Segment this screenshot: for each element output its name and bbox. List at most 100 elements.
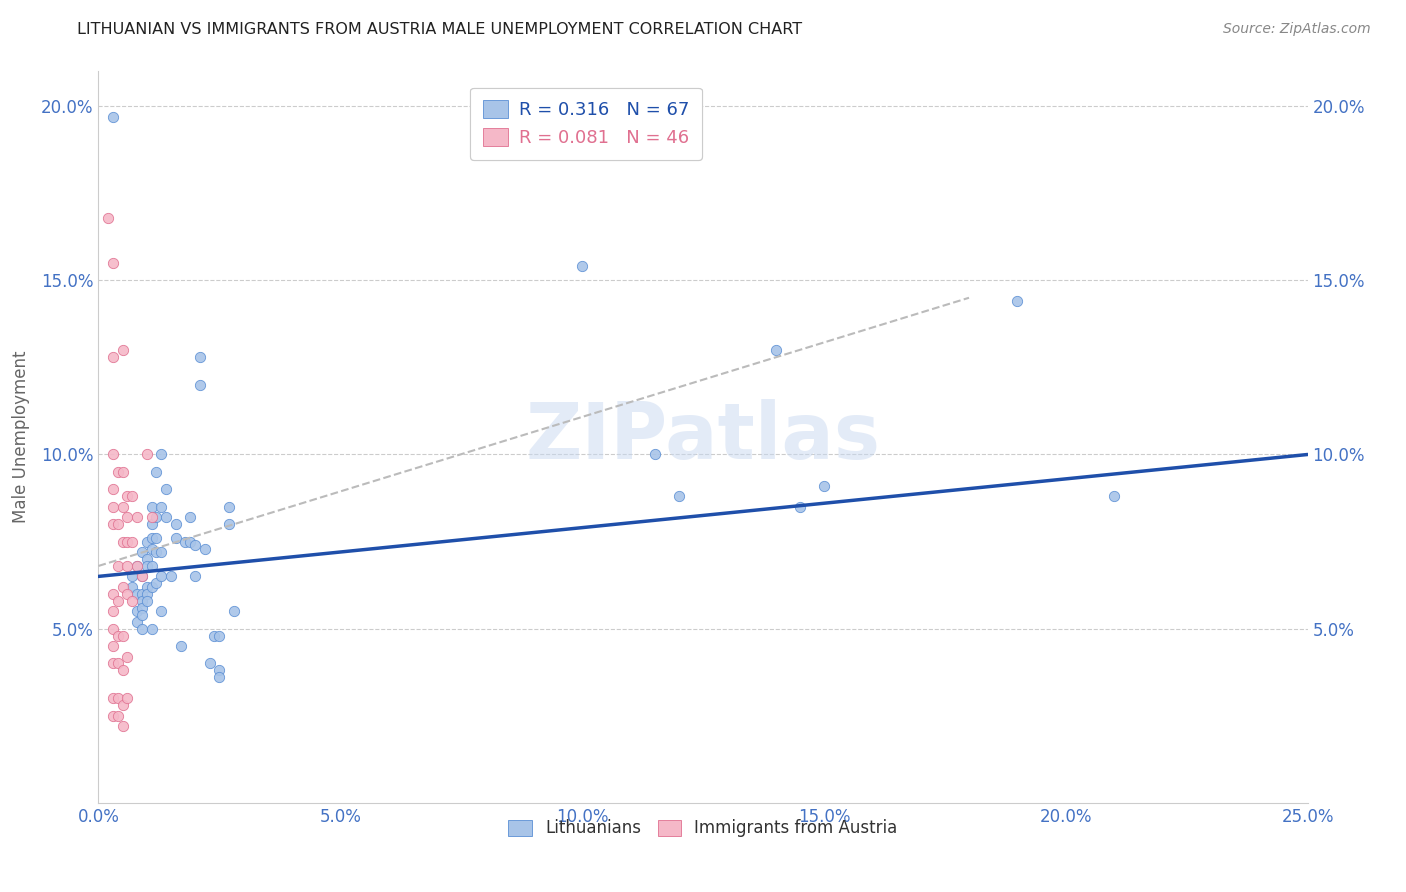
Point <box>117 510 139 524</box>
Point <box>111 664 134 678</box>
Point <box>141 580 163 594</box>
Point <box>117 489 139 503</box>
Point <box>145 510 167 524</box>
Point <box>145 465 167 479</box>
Point <box>571 260 593 274</box>
Point <box>111 580 134 594</box>
Point <box>208 629 231 643</box>
Point <box>121 594 143 608</box>
Point <box>141 531 163 545</box>
Point <box>121 569 143 583</box>
Point <box>141 510 163 524</box>
Point <box>145 576 167 591</box>
Point <box>184 569 207 583</box>
Point <box>117 587 139 601</box>
Point <box>111 465 134 479</box>
Point <box>111 343 134 357</box>
Point <box>169 639 191 653</box>
Point <box>127 604 149 618</box>
Point <box>107 465 129 479</box>
Text: ZIPatlas: ZIPatlas <box>526 399 880 475</box>
Point <box>101 483 124 497</box>
Point <box>150 448 173 462</box>
Point <box>1102 489 1125 503</box>
Point <box>135 534 157 549</box>
Point <box>135 594 157 608</box>
Point <box>101 350 124 364</box>
Point <box>111 719 134 733</box>
Point <box>222 604 245 618</box>
Point <box>208 670 231 684</box>
Point <box>127 510 149 524</box>
Point <box>127 615 149 629</box>
Point <box>145 531 167 545</box>
Point <box>155 510 177 524</box>
Point <box>131 600 153 615</box>
Point <box>188 350 211 364</box>
Point <box>131 622 153 636</box>
Point <box>131 569 153 583</box>
Point <box>150 545 173 559</box>
Point <box>218 517 240 532</box>
Point <box>101 657 124 671</box>
Point <box>150 500 173 514</box>
Point <box>135 558 157 573</box>
Point <box>789 500 811 514</box>
Point <box>97 211 120 225</box>
Point <box>1007 294 1029 309</box>
Point <box>141 541 163 556</box>
Point <box>644 448 666 462</box>
Point <box>101 110 124 124</box>
Point <box>131 607 153 622</box>
Point <box>135 448 157 462</box>
Point <box>145 545 167 559</box>
Point <box>117 649 139 664</box>
Point <box>160 569 183 583</box>
Point <box>117 691 139 706</box>
Point <box>135 587 157 601</box>
Point <box>101 448 124 462</box>
Point <box>101 604 124 618</box>
Point <box>121 580 143 594</box>
Point <box>198 657 221 671</box>
Point <box>107 594 129 608</box>
Point <box>111 534 134 549</box>
Point <box>127 587 149 601</box>
Point <box>121 534 143 549</box>
Point <box>101 639 124 653</box>
Point <box>165 531 187 545</box>
Point <box>668 489 690 503</box>
Point <box>218 500 240 514</box>
Point <box>101 587 124 601</box>
Point <box>179 534 201 549</box>
Point <box>101 622 124 636</box>
Point <box>101 708 124 723</box>
Point <box>765 343 787 357</box>
Point <box>127 558 149 573</box>
Point <box>204 629 226 643</box>
Point <box>101 517 124 532</box>
Point <box>174 534 197 549</box>
Point <box>141 558 163 573</box>
Point <box>194 541 217 556</box>
Point <box>101 256 124 270</box>
Point <box>141 622 163 636</box>
Point <box>111 698 134 713</box>
Point <box>127 558 149 573</box>
Point <box>111 500 134 514</box>
Point <box>208 664 231 678</box>
Point <box>131 587 153 601</box>
Point <box>141 500 163 514</box>
Point <box>121 489 143 503</box>
Point <box>107 558 129 573</box>
Point <box>135 552 157 566</box>
Point <box>184 538 207 552</box>
Y-axis label: Male Unemployment: Male Unemployment <box>11 351 30 524</box>
Point <box>101 500 124 514</box>
Point <box>131 545 153 559</box>
Point <box>813 479 835 493</box>
Point <box>131 569 153 583</box>
Point <box>131 594 153 608</box>
Point <box>117 558 139 573</box>
Text: Source: ZipAtlas.com: Source: ZipAtlas.com <box>1223 22 1371 37</box>
